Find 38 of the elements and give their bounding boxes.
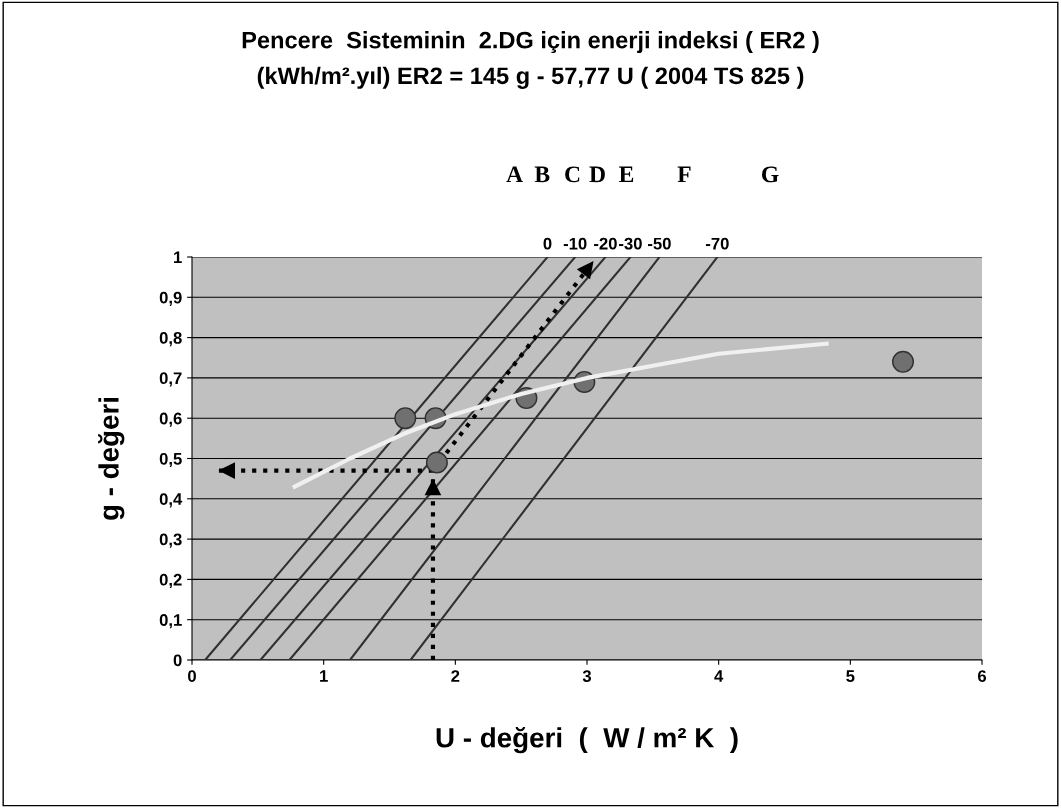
y-tick-label: 0,7: [159, 372, 182, 387]
y-tick-label: 0,5: [159, 452, 182, 468]
point: [892, 350, 914, 373]
text: B: [534, 166, 550, 183]
y-tick-label: 0,2: [159, 573, 182, 589]
text: E: [619, 166, 634, 183]
y-axis-title: g - değeri: [98, 397, 125, 520]
x-tick-label: 3: [582, 670, 592, 682]
x-tick-label: 4: [714, 670, 724, 682]
text: F: [677, 166, 691, 183]
point: [425, 451, 448, 474]
x-tick-label: 5: [846, 670, 855, 682]
y-tick-label: 0,1: [159, 614, 182, 629]
x-tick-label: 1: [320, 670, 328, 682]
point: [394, 407, 417, 430]
y-tick-label: 0,8: [159, 332, 182, 347]
series-label: -50: [648, 237, 671, 250]
x-tick-label: 2: [451, 670, 460, 682]
chart-title: Pencere Sisteminin 2.DG için enerji indeksi ( ER2 ) (kWh/m².yıl) ER2 = 145 g - 57,77 U ( 2004 TS 825 ): [242, 31, 819, 89]
text: D: [589, 166, 605, 183]
line-series: [292, 341, 829, 489]
text: C: [565, 166, 580, 183]
series-label: -20: [594, 237, 617, 250]
x-axis-title: U - değeri ( W / m² K ): [436, 726, 738, 754]
x-tick-label: 0: [188, 670, 196, 682]
text: G: [761, 166, 779, 183]
x-tick-label: 6: [977, 670, 987, 682]
series-label: 0: [543, 237, 552, 250]
y-tick-label: 0,9: [159, 291, 182, 306]
text: A: [506, 166, 523, 183]
series-label: -30: [619, 237, 642, 250]
y-tick-label: 0,4: [159, 493, 183, 508]
y-tick-label: 0,3: [159, 533, 182, 548]
y-tick-label: 1: [174, 251, 182, 264]
y-tick-label: 0: [173, 654, 182, 667]
y-tick-label: 0,6: [159, 412, 182, 427]
series-label: -10: [563, 237, 587, 250]
series-label: -70: [705, 237, 729, 250]
